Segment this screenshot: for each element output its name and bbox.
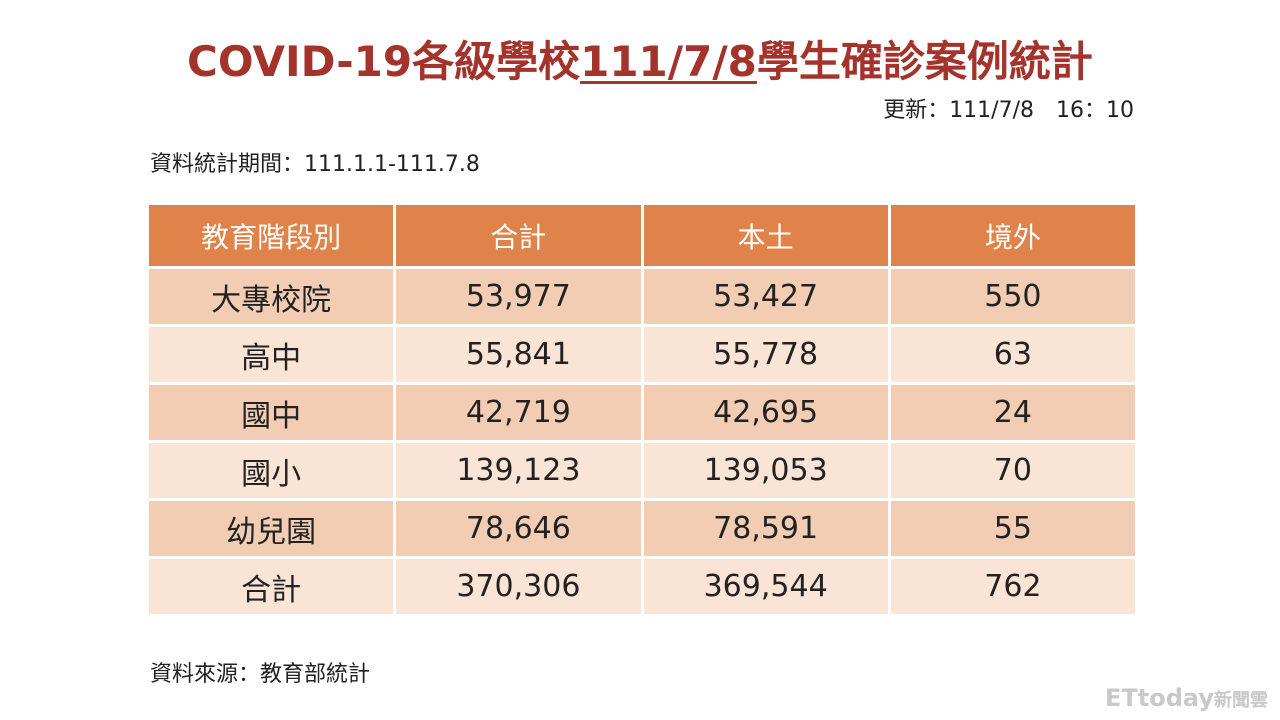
cell-imported: 70 — [887, 440, 1139, 501]
ettoday-logo: ETtoday新聞雲 — [1105, 684, 1268, 712]
cell-local: 53,427 — [640, 266, 891, 327]
table-row: 幼兒園 78,646 78,591 55 — [145, 498, 1139, 559]
cell-local: 369,544 — [640, 556, 891, 617]
header-level: 教育階段別 — [145, 202, 397, 269]
cell-total: 42,719 — [393, 382, 644, 443]
cell-local: 55,778 — [640, 324, 891, 385]
table-header-row: 教育階段別 合計 本土 境外 — [145, 202, 1139, 269]
statistics-period: 資料統計期間：111.1.1-111.7.8 — [150, 152, 480, 177]
title-suffix: 學生確診案例統計 — [756, 37, 1093, 86]
cell-level: 國中 — [145, 382, 397, 443]
table-row: 國小 139,123 139,053 70 — [145, 440, 1139, 501]
cell-total: 53,977 — [393, 266, 644, 327]
cell-local: 42,695 — [640, 382, 891, 443]
cell-total: 55,841 — [393, 324, 644, 385]
cell-level: 大專校院 — [145, 266, 397, 327]
header-total: 合計 — [393, 202, 644, 269]
page-title: COVID-19各級學校111/7/8學生確診案例統計 — [0, 28, 1280, 89]
cell-level: 國小 — [145, 440, 397, 501]
cell-level: 高中 — [145, 324, 397, 385]
cell-local: 78,591 — [640, 498, 891, 559]
cell-imported: 63 — [887, 324, 1139, 385]
cell-local: 139,053 — [640, 440, 891, 501]
cell-imported: 550 — [887, 266, 1139, 327]
cell-level: 合計 — [145, 556, 397, 617]
cell-imported: 55 — [887, 498, 1139, 559]
logo-main: ETtoday — [1104, 684, 1214, 712]
table-row: 大專校院 53,977 53,427 550 — [145, 266, 1139, 327]
cell-level: 幼兒園 — [145, 498, 397, 559]
table-row: 高中 55,841 55,778 63 — [145, 324, 1139, 385]
data-source: 資料來源：教育部統計 — [150, 662, 371, 687]
cell-total: 139,123 — [393, 440, 644, 501]
header-local: 本土 — [640, 202, 891, 269]
title-date: 111/7/8 — [580, 37, 757, 86]
updated-timestamp: 更新：111/7/8 16：10 — [883, 98, 1134, 123]
table-row-total: 合計 370,306 369,544 762 — [145, 556, 1139, 617]
logo-sub: 新聞雲 — [1214, 690, 1268, 711]
title-prefix: COVID-19各級學校 — [187, 37, 581, 86]
cell-total: 78,646 — [393, 498, 644, 559]
header-imported: 境外 — [887, 202, 1139, 269]
cell-total: 370,306 — [393, 556, 644, 617]
table-row: 國中 42,719 42,695 24 — [145, 382, 1139, 443]
statistics-table: 教育階段別 合計 本土 境外 大專校院 53,977 53,427 550 高中… — [145, 202, 1139, 617]
cell-imported: 24 — [887, 382, 1139, 443]
cell-imported: 762 — [887, 556, 1139, 617]
